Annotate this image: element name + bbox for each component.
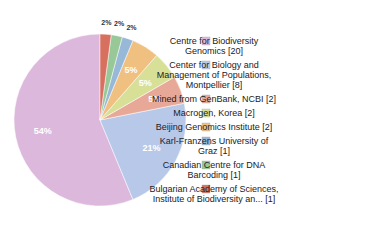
svg-text:Centre for BiodiversityGenomic: Centre for BiodiversityGenomics [20] [170, 36, 259, 56]
svg-text:5%: 5% [139, 78, 152, 88]
svg-text:5%: 5% [124, 65, 137, 75]
svg-text:Canadian Centre for DNABarcodi: Canadian Centre for DNABarcoding [1] [163, 160, 266, 180]
svg-text:Macrogen, Korea [2]: Macrogen, Korea [2] [173, 108, 255, 118]
svg-text:Center for Biology andManageme: Center for Biology andManagement of Popu… [157, 60, 272, 90]
svg-text:2%: 2% [126, 24, 137, 31]
svg-text:Beijing Genomics Institute [2]: Beijing Genomics Institute [2] [156, 122, 273, 132]
svg-text:54%: 54% [34, 126, 52, 136]
svg-text:21%: 21% [143, 143, 161, 153]
svg-text:Bulgarian Academy of Sciences,: Bulgarian Academy of Sciences,Institute … [149, 184, 278, 204]
svg-text:Mined from GenBank, NCBI [2]: Mined from GenBank, NCBI [2] [152, 94, 276, 104]
svg-text:2%: 2% [114, 20, 125, 27]
svg-text:Karl-Franzens University ofGra: Karl-Franzens University ofGraz [1] [160, 136, 269, 156]
svg-text:2%: 2% [101, 19, 112, 26]
